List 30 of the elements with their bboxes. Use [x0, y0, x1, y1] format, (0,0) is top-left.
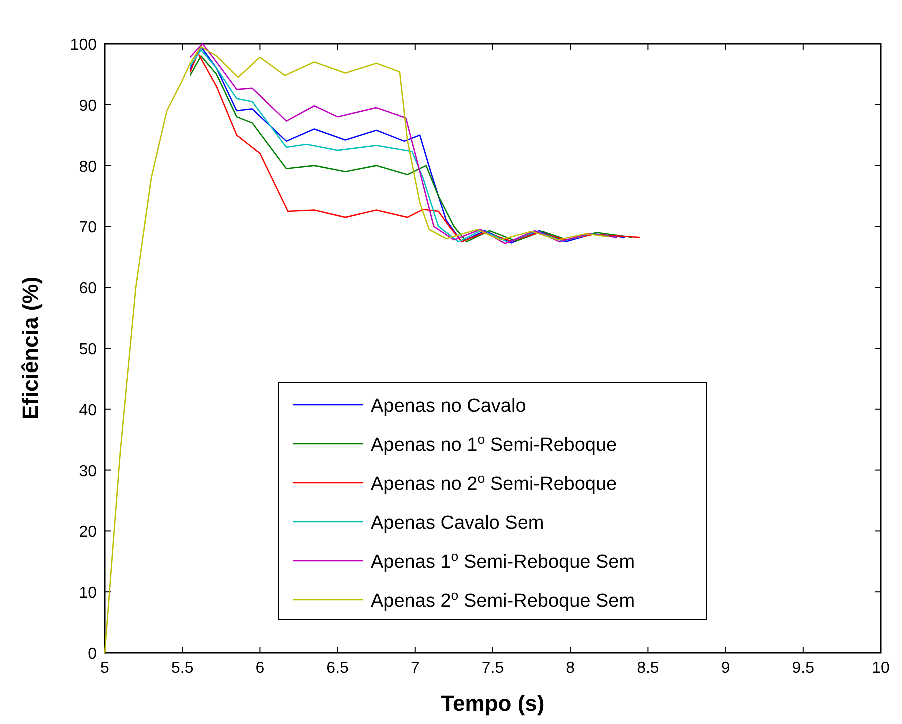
x-tick-label: 8.5 [637, 660, 660, 677]
legend-label: Apenas Cavalo Sem [371, 513, 544, 534]
y-tick-label: 70 [79, 220, 98, 237]
y-tick-label: 0 [88, 646, 98, 663]
legend-label: Apenas no Cavalo [371, 396, 526, 417]
y-tick-label: 40 [79, 402, 98, 420]
y-tick-label: 20 [79, 524, 98, 542]
x-axis-title: Tempo (s) [441, 691, 545, 716]
y-tick-label: 30 [79, 463, 98, 480]
y-tick-label: 90 [79, 98, 98, 115]
x-tick-label: 7.5 [482, 660, 504, 677]
y-tick-label: 80 [79, 158, 98, 176]
x-tick-label: 6 [256, 660, 265, 677]
y-axis-title: Eficiência (%) [18, 276, 43, 420]
x-tick-label: 9.5 [792, 660, 815, 677]
x-tick-label: 10 [872, 660, 890, 677]
y-tick-label: 50 [79, 342, 98, 358]
x-tick-label: 9 [721, 660, 730, 677]
x-tick-label: 8 [566, 660, 576, 677]
y-tick-label: 100 [70, 37, 98, 54]
legend-label: Apenas no 1$^{o}$ Semi-Reboque [371, 432, 618, 456]
x-tick-label: 5 [100, 660, 110, 677]
legend-label: Apenas 2$^{o}$ Semi-Reboque Sem [371, 588, 636, 612]
x-tick-label: 6.5 [326, 660, 350, 677]
legend-label: Apenas no 2$^{o}$ Semi-Reboque [371, 470, 618, 495]
x-tick-label: 5.5 [171, 660, 194, 677]
y-tick-label: 10 [79, 585, 98, 602]
x-tick-label: 7 [410, 660, 420, 677]
legend-label: Apenas 1$^{o}$ Semi-Reboque Sem [371, 548, 636, 573]
y-tick-label: 60 [79, 280, 98, 298]
